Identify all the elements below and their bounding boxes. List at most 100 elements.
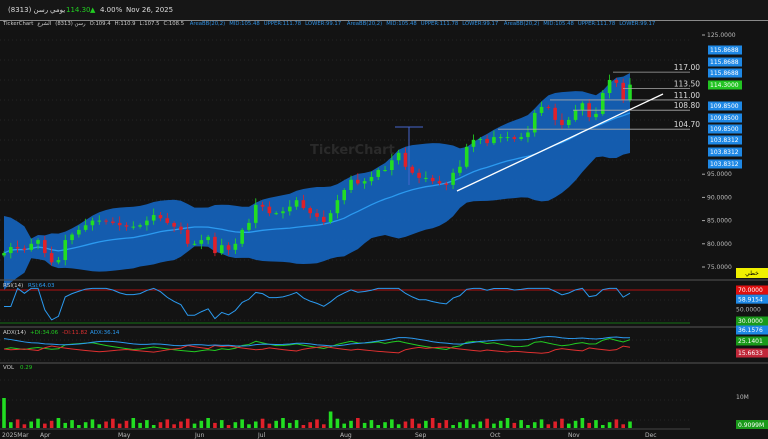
- candle: [77, 225, 81, 238]
- candle: [213, 232, 217, 257]
- candle: [199, 234, 204, 250]
- volume-bar: [233, 422, 238, 428]
- candle-body: [492, 137, 496, 144]
- candle: [349, 175, 353, 193]
- candle: [607, 74, 612, 99]
- volume-bar: [49, 420, 54, 428]
- candle: [192, 240, 197, 246]
- volume-bar: [179, 421, 183, 428]
- volume-bar: [417, 423, 421, 428]
- adx-value: ADX:36.14: [90, 330, 120, 336]
- candle-body: [362, 181, 367, 184]
- volume-bar: [532, 422, 537, 428]
- candle: [560, 113, 564, 130]
- adx-badge-bg: [736, 325, 768, 335]
- candle-body: [315, 213, 319, 217]
- volume-bar: [260, 418, 265, 428]
- time-axis[interactable]: 2025Mar Apr May Jun Jul Aug Sep Oct Nov Dec: [2, 432, 657, 439]
- volume-bar: [437, 422, 442, 428]
- candle: [335, 194, 340, 219]
- candle: [15, 240, 20, 253]
- chart-type-badge[interactable]: [736, 268, 768, 278]
- adx-title[interactable]: ADX(14): [3, 330, 26, 336]
- volume-bar: [219, 420, 224, 428]
- bb-name[interactable]: AreaBB(20,2): [503, 21, 540, 27]
- price-badge-text: 109.8500: [710, 115, 739, 122]
- volume-bar: [376, 425, 381, 428]
- rsi-title[interactable]: RSI(14): [3, 283, 23, 289]
- candle-body: [206, 236, 210, 241]
- volume-bar: [471, 424, 476, 428]
- candle-body: [199, 240, 204, 244]
- volume-bar: [485, 418, 489, 428]
- price-badge-bg: [708, 101, 742, 111]
- candle: [219, 238, 224, 255]
- axis-tick-label: 95.0000: [707, 171, 732, 178]
- volume-bar: [158, 422, 163, 428]
- volume-bar: [560, 418, 564, 428]
- candle-body: [36, 240, 40, 244]
- volume-bar: [213, 422, 217, 428]
- candle: [614, 78, 619, 87]
- candle: [430, 174, 435, 185]
- candle-body: [22, 248, 27, 250]
- volume-bar: [117, 423, 122, 428]
- last-price: 114.30: [66, 6, 91, 14]
- fibonacci-marker[interactable]: [395, 126, 423, 185]
- candle: [226, 242, 231, 256]
- candle: [63, 234, 68, 266]
- minus-di-line: [3, 344, 631, 354]
- volume-title[interactable]: VOL: [3, 365, 15, 371]
- volume-bar: [56, 418, 61, 428]
- bb-name[interactable]: AreaBB(20,2): [346, 21, 383, 27]
- candle: [396, 149, 401, 165]
- bb-lower: LOWER:99.17: [305, 21, 342, 27]
- price-badge-text: 103.8312: [710, 137, 739, 144]
- bb-name[interactable]: AreaBB(20,2): [189, 21, 226, 27]
- axis-tick-label: 85.0000: [707, 218, 732, 225]
- volume-bar: [247, 424, 251, 428]
- candle: [274, 211, 278, 216]
- adx-badge-text: 15.6633: [738, 350, 763, 357]
- candle: [151, 208, 156, 225]
- candle-body: [580, 103, 585, 111]
- candle: [287, 200, 292, 216]
- volume-bar: [519, 420, 523, 428]
- chart-type-label[interactable]: خطي: [745, 270, 759, 277]
- candle: [492, 130, 496, 145]
- volume-bar: [464, 419, 469, 428]
- price-axis[interactable]: 125.0000 95.0000 90.0000 85.0000 80.0000 75.0…: [702, 32, 768, 278]
- volume-bar: [22, 424, 27, 428]
- volume-bar: [356, 418, 360, 428]
- candle-body: [485, 138, 489, 144]
- candle-body: [158, 215, 163, 219]
- volume-bar: [70, 420, 74, 428]
- trendline[interactable]: [456, 93, 664, 192]
- candle-body: [546, 106, 551, 108]
- price-badge-text: 109.8500: [710, 103, 739, 110]
- volume-badge-bg: [736, 420, 768, 429]
- volume-bar: [294, 420, 299, 428]
- volume-bar: [29, 421, 34, 428]
- candle: [29, 238, 34, 252]
- level-label: 108.80: [674, 101, 700, 110]
- volume-bar: [240, 419, 244, 428]
- candle-body: [63, 240, 68, 261]
- rsi-badge: 70.0000: [736, 285, 768, 295]
- candle: [172, 221, 176, 232]
- volume-bar: [9, 422, 13, 428]
- low-value: L:107.5: [139, 21, 160, 27]
- volume-bar: [15, 419, 20, 428]
- period-selector[interactable]: يومي: [50, 6, 66, 14]
- candle-body: [77, 229, 81, 235]
- rsi-badge-text: 30.0000: [738, 318, 763, 325]
- candle-body: [233, 243, 238, 250]
- candle-body: [519, 137, 523, 139]
- symbol-name[interactable]: رسن (8313): [8, 6, 49, 14]
- candle: [22, 245, 27, 253]
- candle: [281, 207, 285, 219]
- candle-body: [614, 80, 619, 83]
- candle: [206, 234, 210, 245]
